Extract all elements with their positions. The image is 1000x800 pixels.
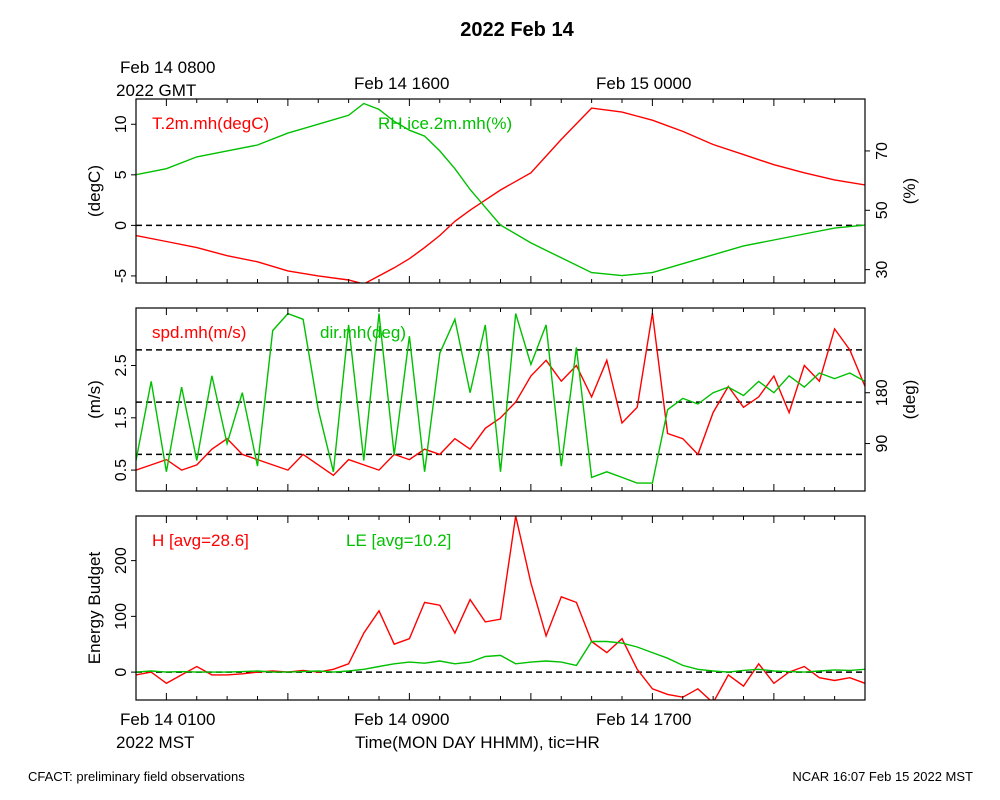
footer-right: NCAR 16:07 Feb 15 2022 MST: [792, 769, 973, 784]
y-axis-label-right: (%): [900, 178, 919, 204]
legend-entry-1: RH.ice.2m.mh(%): [378, 114, 512, 133]
legend-entry-0: H [avg=28.6]: [152, 531, 249, 550]
top-time-label-0-line2: 2022 GMT: [116, 81, 196, 100]
top-time-label-0: Feb 14 0800 2022 GMT: [116, 58, 215, 100]
y-tick-label-left: 0: [113, 668, 130, 677]
bottom-time-label-0-line1: Feb 14 0100: [120, 710, 215, 729]
y-tick-label-left: 0: [113, 221, 130, 230]
top-time-label-2: Feb 15 0000: [596, 74, 691, 93]
panel-0: -5 0 5 10 (degC) 30 50 70 (%) T.2m.mh(degC) RH.ice…: [85, 98, 919, 284]
bottom-time-label-0-line2: 2022 MST: [116, 733, 194, 752]
y-tick-label-left: 2.5: [113, 354, 130, 376]
y-tick-label-left: 200: [113, 547, 130, 574]
series-line-0: [136, 516, 865, 700]
y-tick-label-left: -5: [113, 269, 130, 283]
bottom-time-label-0: Feb 14 0100 2022 MST: [116, 710, 215, 752]
series-line-0: [136, 313, 865, 477]
y-tick-label-left: 10: [113, 115, 130, 133]
bottom-time-label-2: Feb 14 1700: [596, 710, 691, 729]
top-time-label-0-line1: Feb 14 0800: [120, 58, 215, 77]
y-tick-label-right: 30: [874, 261, 891, 279]
footer-left: CFACT: preliminary field observations: [28, 769, 245, 784]
y-tick-label-left: 100: [113, 603, 130, 630]
legend-entry-0: spd.mh(m/s): [152, 323, 246, 342]
series-line-1: [136, 640, 865, 673]
figure-title: 2022 Feb 14: [460, 19, 574, 41]
series-line-0: [136, 107, 865, 283]
y-tick-label-left: 5: [113, 170, 130, 179]
bottom-time-label-1: Feb 14 0900: [354, 710, 449, 729]
legend-entry-1: dir.mh(deg): [320, 323, 406, 342]
y-axis-label-right: (deg): [900, 380, 919, 420]
series-line-1: [136, 312, 865, 484]
y-tick-label-left: 1.5: [113, 407, 130, 429]
y-tick-label-right: 70: [874, 142, 891, 160]
y-axis-label-left: Energy Budget: [85, 551, 104, 664]
top-time-label-1: Feb 14 1600: [354, 74, 449, 93]
y-axis-label-left: (m/s): [85, 380, 104, 419]
x-axis-label: Time(MON DAY HHMM), tic=HR: [355, 733, 600, 752]
legend-entry-0: T.2m.mh(degC): [152, 114, 269, 133]
y-tick-label-right: 50: [874, 201, 891, 219]
legend-entry-1: LE [avg=10.2]: [346, 531, 451, 550]
y-tick-label-right: 90: [874, 435, 891, 453]
panel-1: 0.5 1.5 2.5 (m/s) 90 180 (deg) spd.mh(m/s) dir.m…: [85, 307, 919, 492]
y-tick-label-right: 180: [874, 379, 891, 406]
series-line-1: [136, 102, 865, 277]
panel-2: 0 100 200 Energy Budget H [avg=28.6] LE [avg=…: [85, 515, 866, 701]
panels: -5 0 5 10 (degC) 30 50 70 (%) T.2m.mh(degC) RH.ice…: [85, 98, 919, 701]
y-tick-label-left: 0.5: [113, 459, 130, 481]
y-axis-label-left: (degC): [85, 165, 104, 217]
